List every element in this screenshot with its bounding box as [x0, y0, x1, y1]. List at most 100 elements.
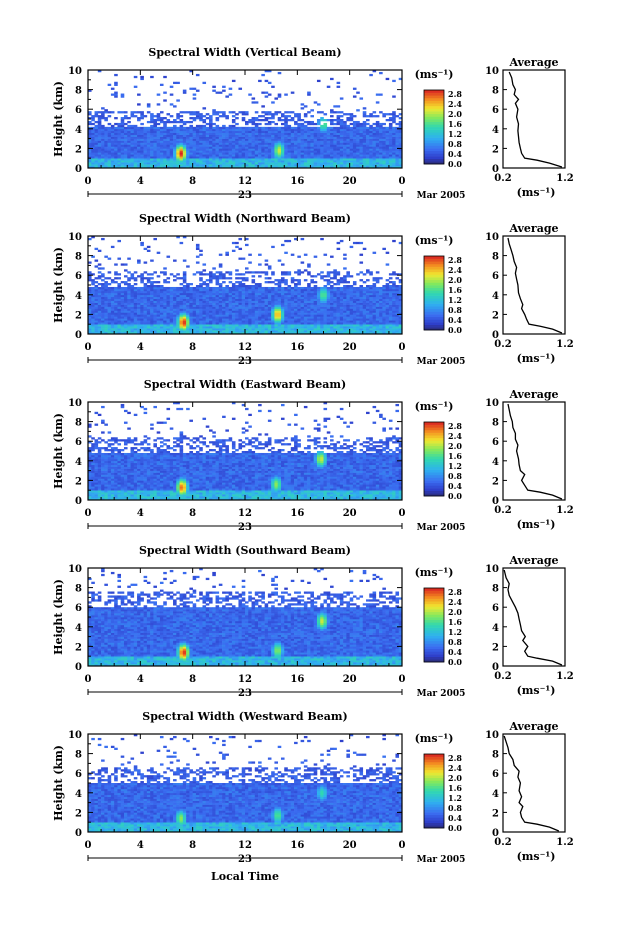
heatmap-cell [340, 314, 344, 316]
heatmap-cell [173, 164, 177, 166]
heatmap-cell [340, 322, 344, 324]
heatmap-cell [98, 267, 102, 269]
heatmap-cell [108, 312, 112, 314]
heatmap-cell [206, 322, 210, 324]
heatmap-cell [127, 137, 131, 139]
heatmap-cell [219, 309, 223, 311]
heatmap-cell [320, 141, 324, 143]
heatmap-cell [288, 133, 292, 135]
heatmap-cell [180, 316, 184, 318]
heatmap-cell [314, 281, 318, 283]
heatmap-cell [222, 111, 226, 113]
heatmap-cell [255, 133, 259, 135]
heatmap-cell [324, 123, 328, 125]
heatmap-cell [117, 164, 121, 166]
heatmap-cell [202, 289, 206, 291]
heatmap-cell [238, 310, 242, 312]
heatmap-cell [104, 111, 108, 113]
heatmap-cell [167, 287, 171, 289]
heatmap-cell [268, 309, 272, 311]
heatmap-cell [314, 303, 318, 305]
heatmap-cell [268, 127, 272, 129]
heatmap-cell [278, 291, 282, 293]
heatmap-cell [180, 131, 184, 133]
heatmap-cell [366, 158, 370, 160]
heatmap-cell [202, 324, 206, 326]
heatmap-cell [235, 297, 239, 299]
heatmap-cell [219, 307, 223, 309]
heatmap-cell [229, 281, 233, 283]
heatmap-cell [265, 277, 269, 279]
heatmap-cell [157, 320, 161, 322]
heatmap-cell [202, 297, 206, 299]
heatmap-cell [202, 269, 206, 271]
heatmap-cell [127, 129, 131, 131]
heatmap-cell [366, 154, 370, 156]
heatmap-cell [265, 318, 269, 320]
heatmap-cell [212, 146, 216, 148]
heatmap-cell [281, 287, 285, 289]
heatmap-cell [386, 144, 390, 146]
heatmap-cell [225, 131, 229, 133]
heatmap-cell [121, 299, 125, 301]
heatmap-cell [206, 289, 210, 291]
heatmap-cell [337, 303, 341, 305]
heatmap-cell [127, 160, 131, 162]
heatmap-cell [356, 152, 360, 154]
heatmap-cell [108, 141, 112, 143]
heatmap-cell [258, 135, 262, 137]
heatmap-cell [297, 150, 301, 152]
heatmap-cell [294, 137, 298, 139]
heatmap-cell [310, 158, 314, 160]
heatmap-cell [379, 164, 383, 166]
heatmap-cell [281, 144, 285, 146]
heatmap-cell [281, 129, 285, 131]
heatmap-cell [343, 318, 347, 320]
heatmap-cell [95, 303, 99, 305]
heatmap-cell [196, 330, 200, 332]
heatmap-cell [232, 144, 236, 146]
heatmap-cell [284, 330, 288, 332]
heatmap-cell [193, 160, 197, 162]
heatmap-cell [255, 289, 259, 291]
heatmap-cell [324, 146, 328, 148]
heatmap-cell [382, 152, 386, 154]
heatmap-cell [101, 135, 105, 137]
heatmap-cell [314, 293, 318, 295]
heatmap-cell [117, 303, 121, 305]
heatmap-cell [350, 320, 354, 322]
heatmap-cell [183, 164, 187, 166]
heatmap-cell [98, 322, 102, 324]
heatmap-cell [327, 144, 331, 146]
heatmap-cell [232, 162, 236, 164]
heatmap-cell [127, 139, 131, 141]
heatmap-cell [127, 158, 131, 160]
heatmap-cell [346, 139, 350, 141]
heatmap-cell [261, 129, 265, 131]
heatmap-cell [183, 137, 187, 139]
heatmap-cell [271, 156, 275, 158]
heatmap-cell [91, 144, 95, 146]
heatmap-cell [242, 117, 246, 119]
heatmap-cell [108, 291, 112, 293]
heatmap-cell [127, 287, 131, 289]
heatmap-cell [219, 162, 223, 164]
heatmap-cell [242, 324, 246, 326]
heatmap-cell [386, 152, 390, 154]
heatmap-cell [160, 139, 164, 141]
heatmap-cell [147, 318, 151, 320]
heatmap-cell [229, 291, 233, 293]
heatmap-cell [212, 90, 216, 92]
heatmap-cell [294, 143, 298, 145]
heatmap-cell [196, 244, 200, 246]
heatmap-cell [147, 250, 151, 252]
heatmap-cell [238, 281, 242, 283]
heatmap-cell [330, 326, 334, 328]
heatmap-cell [291, 309, 295, 311]
heatmap-cell [255, 314, 259, 316]
heatmap-cell [176, 139, 180, 141]
heatmap-cell [180, 320, 184, 322]
heatmap-cell [147, 111, 151, 113]
heatmap-cell [340, 289, 344, 291]
heatmap-cell [301, 123, 305, 125]
